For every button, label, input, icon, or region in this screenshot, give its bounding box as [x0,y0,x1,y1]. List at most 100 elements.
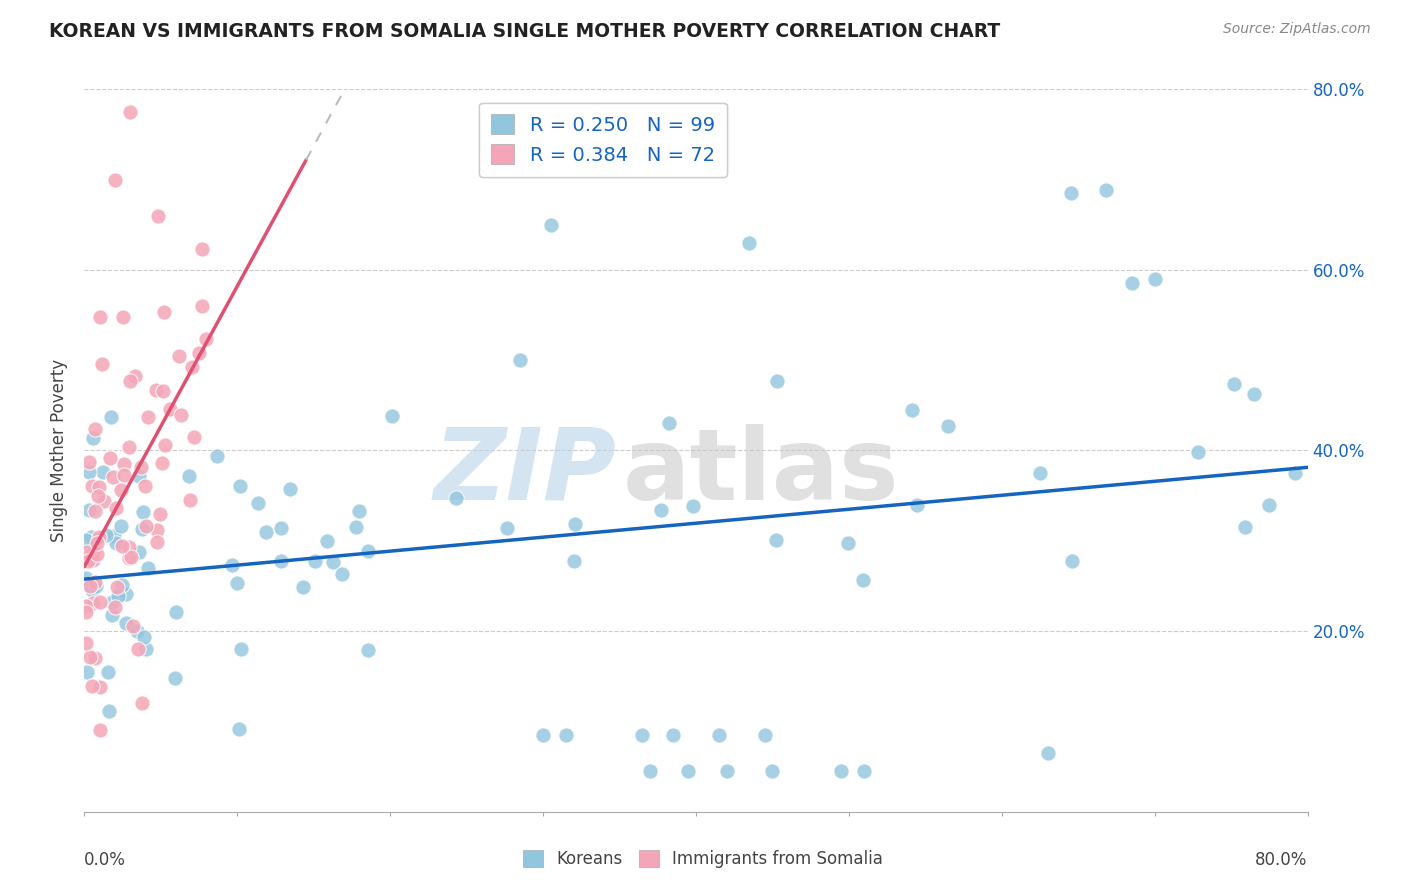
Point [159,401,181,416]
Point [765,375,787,389]
Point [83,651,105,665]
Point [654,132,676,146]
Text: Source: ZipAtlas.com: Source: ZipAtlas.com [1223,22,1371,37]
Point [104,599,127,614]
Point [662,728,685,742]
Point [128,545,150,559]
Point [110,519,132,533]
Point [125,624,148,638]
Point [79,579,101,593]
Point [131,522,153,536]
Point [134,479,156,493]
Point [111,539,134,553]
Point [135,518,157,533]
Point [247,496,270,510]
Point [357,544,380,558]
Text: atlas: atlas [623,424,900,521]
Point [100,409,122,424]
Point [183,430,205,444]
Point [169,408,191,422]
Point [638,764,661,778]
Point [738,235,761,250]
Point [114,586,136,600]
Legend: R = 0.250   N = 99, R = 0.384   N = 72: R = 0.250 N = 99, R = 0.384 N = 72 [479,103,727,177]
Point [177,469,200,483]
Point [93,494,115,508]
Point [181,359,204,374]
Point [901,403,924,417]
Point [76,545,98,559]
Point [94,528,117,542]
Point [1187,445,1209,459]
Point [1059,186,1081,200]
Point [330,567,353,582]
Point [75,599,97,613]
Point [155,438,177,452]
Point [103,470,125,484]
Point [93,465,115,479]
Point [120,374,142,388]
Point [75,571,97,585]
Point [145,383,167,397]
Point [152,384,174,398]
Point [1223,376,1246,391]
Point [146,209,169,223]
Point [1094,183,1116,197]
Point [104,172,127,186]
Point [105,500,128,515]
Point [562,554,585,568]
Point [75,636,97,650]
Point [231,641,253,656]
Point [631,728,654,742]
Point [82,679,104,693]
Point [87,480,110,494]
Point [564,516,586,531]
Point [165,671,187,685]
Point [1284,466,1306,480]
Point [707,728,730,742]
Point [77,503,100,517]
Point [1258,498,1281,512]
Text: KOREAN VS IMMIGRANTS FROM SOMALIA SINGLE MOTHER POVERTY CORRELATION CHART: KOREAN VS IMMIGRANTS FROM SOMALIA SINGLE… [49,22,1001,41]
Point [79,649,101,664]
Text: 80.0%: 80.0% [1256,852,1308,870]
Point [1234,520,1257,534]
Point [89,310,111,324]
Point [110,483,132,497]
Point [82,553,104,567]
Point [716,764,738,778]
Point [149,507,172,521]
Point [107,588,129,602]
Point [167,349,190,363]
Point [226,576,249,591]
Point [165,605,187,619]
Point [304,554,326,568]
Point [82,479,104,493]
Point [79,530,101,544]
Point [82,596,104,610]
Point [135,641,157,656]
Point [150,456,173,470]
Point [555,728,578,742]
Point [682,499,704,513]
Point [1036,746,1059,760]
Point [89,723,111,738]
Point [101,608,124,623]
Point [86,536,108,550]
Point [1143,272,1166,286]
Point [837,536,859,550]
Point [89,530,111,544]
Point [101,594,124,608]
Point [118,440,141,454]
Point [650,503,672,517]
Point [322,555,344,569]
Point [936,419,959,434]
Point [84,579,107,593]
Point [89,680,111,694]
Point [905,498,928,512]
Point [765,533,787,547]
Point [205,449,228,463]
Point [830,764,852,778]
Point [121,619,143,633]
Point [444,491,467,505]
